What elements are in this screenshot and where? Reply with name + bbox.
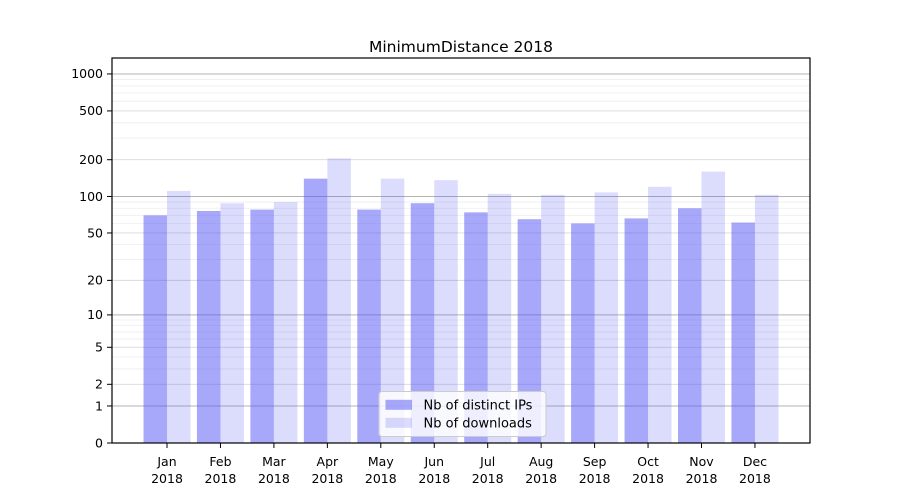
y-tick-label: 200 [79, 152, 103, 167]
bar-downloads-jul [487, 193, 512, 443]
bar-distinct-ips-jan [143, 215, 167, 443]
y-tick-label: 500 [79, 103, 103, 118]
y-tick-label: 0 [95, 435, 103, 450]
bar-downloads-feb [220, 203, 244, 443]
y-tick-label: 2 [95, 377, 103, 392]
chart-title: MinimumDistance 2018 [369, 38, 553, 56]
bar-distinct-ips-dec [731, 222, 755, 443]
x-tick-label-month: Jul [479, 454, 495, 469]
bar-downloads-oct [648, 186, 672, 444]
x-tick-label-year: 2018 [472, 471, 504, 486]
x-tick-label-year: 2018 [579, 471, 611, 486]
bar-distinct-ips-oct [624, 218, 649, 443]
x-tick-label-month: Oct [637, 454, 659, 469]
x-tick-label-month: Sep [583, 454, 607, 469]
x-tick-label-month: Dec [743, 454, 767, 469]
x-tick-label-month: Aug [529, 454, 553, 469]
bar-downloads-aug [541, 194, 565, 443]
y-tick-label: 1000 [71, 66, 103, 81]
bar-distinct-ips-jun [410, 203, 435, 443]
bar-downloads-jan [167, 190, 191, 443]
legend: Nb of distinct IPs Nb of downloads [378, 391, 547, 437]
y-tick-label: 20 [87, 273, 103, 288]
bar-distinct-ips-feb [196, 210, 221, 443]
bar-downloads-apr [327, 158, 351, 443]
x-tick-label-year: 2018 [418, 471, 450, 486]
x-tick-label-month: May [368, 454, 394, 469]
bar-distinct-ips-jul [464, 212, 488, 443]
y-tick-label: 50 [87, 225, 103, 240]
x-tick-label-year: 2018 [525, 471, 557, 486]
bar-downloads-sep [594, 192, 619, 443]
y-tick-label: 10 [87, 307, 103, 322]
bar-distinct-ips-nov [678, 208, 702, 443]
x-tick-label-year: 2018 [365, 471, 397, 486]
x-tick-label-year: 2018 [258, 471, 290, 486]
x-tick-label-month: Jun [423, 454, 444, 469]
x-tick-label-month: Feb [209, 454, 231, 469]
legend-label-distinct-ips: Nb of distinct IPs [424, 398, 533, 413]
bar-distinct-ips-apr [303, 178, 328, 443]
x-tick-label-year: 2018 [205, 471, 237, 486]
x-tick-label-month: Jan [156, 454, 176, 469]
axis-frame [111, 57, 811, 444]
legend-swatch-downloads [385, 417, 412, 428]
x-tick-label-month: Mar [262, 454, 286, 469]
x-tick-label-year: 2018 [311, 471, 343, 486]
bar-distinct-ips-may [357, 209, 381, 443]
bar-downloads-mar [273, 202, 298, 443]
x-tick-label-year: 2018 [739, 471, 771, 486]
bar-distinct-ips-aug [517, 219, 542, 443]
y-tick-label: 100 [79, 189, 103, 204]
x-tick-label-year: 2018 [151, 471, 183, 486]
x-tick-label-year: 2018 [686, 471, 718, 486]
x-tick-label-month: Nov [689, 454, 714, 469]
legend-label-downloads: Nb of downloads [424, 416, 533, 431]
legend-swatch-distinct-ips [385, 399, 412, 410]
bar-downloads-may [380, 178, 405, 443]
x-tick-label-year: 2018 [632, 471, 664, 486]
bar-downloads-jun [434, 180, 458, 444]
x-tick-label-month: Apr [317, 454, 339, 469]
bar-downloads-nov [701, 171, 725, 443]
bar-distinct-ips-sep [571, 223, 595, 443]
legend-box [378, 391, 547, 437]
bar-downloads-dec [754, 194, 779, 443]
y-tick-label: 1 [95, 398, 103, 413]
y-tick-label: 5 [95, 340, 103, 355]
bar-distinct-ips-mar [250, 209, 274, 443]
